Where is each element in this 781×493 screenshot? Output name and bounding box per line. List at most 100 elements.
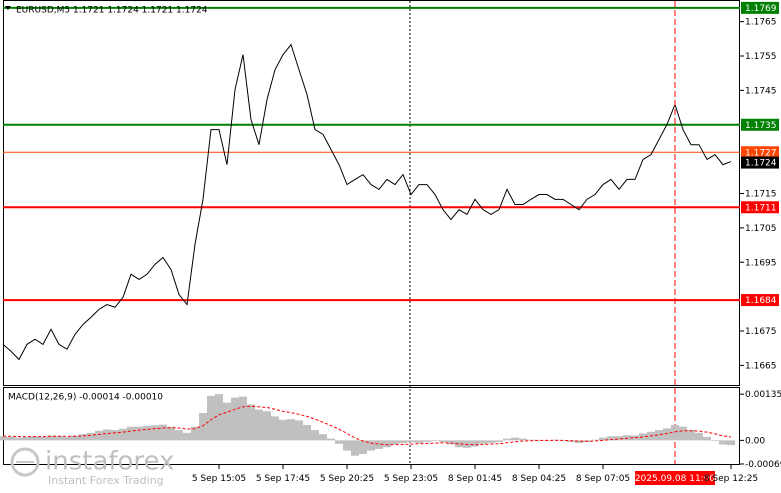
logo-icon (10, 447, 40, 477)
x-tick-label: 5 Sep 17:45 (256, 474, 310, 484)
macd-bar (455, 440, 463, 448)
macd-bar (703, 436, 711, 441)
watermark: instaforex Instant Forex Trading (10, 447, 174, 487)
macd-bar (119, 428, 127, 441)
macd-bar (143, 425, 151, 441)
macd-bar (431, 440, 439, 442)
x-tick-label: 8 Sep 07:05 (576, 474, 630, 484)
macd-bar (535, 440, 543, 441)
macd-bar (671, 424, 679, 441)
macd-bar (39, 436, 47, 441)
macd-bar (335, 440, 343, 444)
macd-bar (111, 430, 119, 441)
macd-bar (447, 440, 455, 445)
x-tick-label: 8 Sep 01:45 (448, 474, 502, 484)
macd-bar (159, 424, 167, 441)
macd-bar (407, 440, 415, 443)
macd-bar (567, 440, 575, 443)
macd-bar (391, 440, 399, 445)
panel-title: EURUSD,M5 1.1721 1.1724 1.1721 1.1724 (16, 6, 208, 16)
macd-bar (399, 440, 407, 444)
macd-bar (423, 440, 431, 443)
macd-bar (71, 435, 79, 441)
macd-bar (607, 436, 615, 441)
level-label: 1.1684 (745, 296, 777, 306)
macd-bar (327, 438, 335, 441)
macd-bar (471, 440, 479, 447)
macd-bar (255, 409, 263, 441)
level-label-box (741, 201, 779, 214)
last-price-box (741, 156, 779, 169)
level-label-box (741, 118, 779, 131)
macd-bar (135, 426, 143, 441)
level-label: 1.1735 (745, 121, 777, 131)
y-tick-label: 0.00135 (745, 390, 781, 400)
macd-bar (103, 429, 111, 441)
macd-bar (639, 433, 647, 441)
x-tick-label: 8 Sep 12:25 (704, 474, 758, 484)
y-tick-label: 1.1765 (745, 18, 777, 28)
level-label: 1.1769 (745, 4, 777, 14)
macd-bar (231, 397, 239, 441)
x-tick-label: 8 Sep 04:25 (512, 474, 566, 484)
macd-bar (7, 436, 15, 441)
macd-bar (695, 432, 703, 441)
x-tick-label: 5 Sep 23:05 (384, 474, 438, 484)
macd-bar (303, 424, 311, 441)
macd-bar (591, 439, 599, 441)
y-tick-label: 1.1675 (745, 327, 777, 337)
crosshair-label-box (635, 471, 715, 485)
level-label-box (741, 146, 779, 159)
macd-bar (15, 437, 23, 441)
macd-bar (615, 436, 623, 441)
macd-bar (687, 430, 695, 441)
macd-bar (127, 426, 135, 441)
macd-bar (631, 435, 639, 441)
macd-bar (31, 436, 39, 441)
macd-bar (47, 435, 55, 441)
level-label: 1.1727 (745, 148, 777, 158)
crosshair-label: 2025.09.08 11:00 (635, 474, 716, 484)
macd-bar (279, 419, 287, 441)
macd-bar (319, 434, 327, 441)
x-tick-label: 5 Sep 15:05 (192, 474, 246, 484)
macd-bar (479, 440, 487, 444)
macd-bar (295, 420, 303, 441)
macd-bar (63, 436, 71, 441)
macd-bar (663, 428, 671, 441)
macd-bar (215, 394, 223, 441)
macd-bar (679, 426, 687, 441)
macd-bar (23, 436, 31, 441)
y-tick-label: 1.1755 (745, 52, 777, 62)
macd-bar (263, 411, 271, 441)
menu-arrow (5, 6, 11, 10)
macd-bar (95, 430, 103, 441)
macd-bar (271, 416, 279, 441)
macd-bar (247, 404, 255, 441)
macd-bar (287, 419, 295, 441)
macd-bar (383, 440, 391, 448)
brand-tagline: Instant Forex Trading (48, 474, 164, 487)
macd-bar (711, 440, 719, 442)
macd-bar (55, 436, 63, 441)
macd-bar (311, 430, 319, 441)
signal-line (3, 405, 732, 446)
y-tick-label: 1.1745 (745, 86, 777, 96)
level-label-box (741, 1, 779, 14)
macd-bar (727, 440, 735, 446)
macd-bar (343, 440, 351, 451)
y-tick-label: 1.1665 (745, 361, 777, 371)
macd-bar (519, 438, 527, 441)
y-tick-label: 1.1715 (745, 190, 777, 200)
macd-bar (623, 435, 631, 441)
macd-bar (151, 425, 159, 441)
brand-name: instaforex (45, 447, 174, 477)
last-price-label: 1.1724 (745, 159, 777, 169)
macd-bar (599, 437, 607, 441)
macd-bar (223, 402, 231, 441)
macd-panel (3, 387, 740, 465)
macd-bar (551, 439, 559, 441)
macd-bar (375, 440, 383, 449)
panel-title: MACD(12,26,9) -0.00014 -0.00010 (8, 393, 163, 403)
